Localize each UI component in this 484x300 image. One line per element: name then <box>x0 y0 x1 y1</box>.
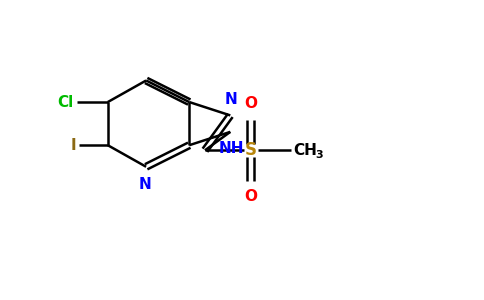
Text: O: O <box>244 189 257 204</box>
Text: Cl: Cl <box>58 94 74 110</box>
Text: N: N <box>225 92 238 107</box>
Text: N: N <box>139 177 151 192</box>
Text: O: O <box>244 97 257 112</box>
Text: 3: 3 <box>315 150 323 160</box>
Text: NH: NH <box>218 142 244 157</box>
Text: CH: CH <box>294 143 318 158</box>
Text: S: S <box>244 141 257 159</box>
Text: I: I <box>71 138 76 153</box>
